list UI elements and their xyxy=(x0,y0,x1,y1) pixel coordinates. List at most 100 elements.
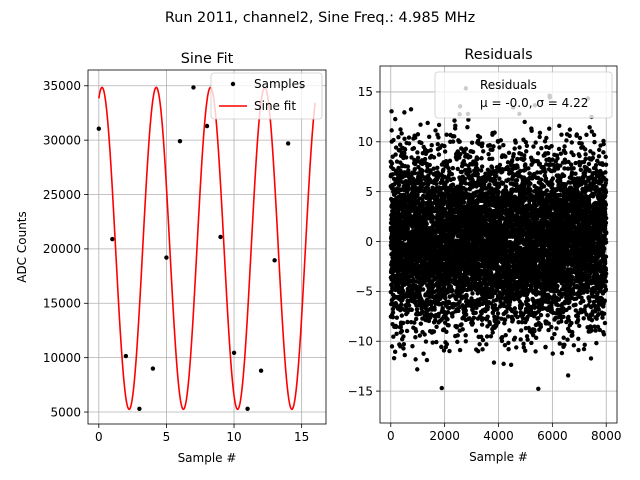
residual-point xyxy=(479,156,484,161)
residual-point xyxy=(490,330,495,335)
residual-point xyxy=(420,287,426,292)
residual-point xyxy=(462,176,468,181)
residual-point xyxy=(394,331,399,337)
residual-point xyxy=(393,152,398,157)
residual-point xyxy=(503,332,508,338)
residual-point xyxy=(496,320,501,325)
residual-point xyxy=(502,317,508,323)
sample-point xyxy=(177,139,183,144)
residual-point xyxy=(451,176,456,182)
residual-point xyxy=(512,146,517,151)
residual-point xyxy=(450,139,456,144)
residual-point xyxy=(443,296,448,301)
residual-point xyxy=(406,186,412,192)
residual-point xyxy=(446,323,451,328)
legend-label-samples: Samples xyxy=(254,77,305,91)
residual-point xyxy=(425,120,430,126)
residual-point xyxy=(463,187,469,192)
residual-point xyxy=(393,324,399,330)
residual-point xyxy=(389,128,394,133)
residual-point xyxy=(404,306,409,311)
residual-point xyxy=(406,303,412,308)
x-tick-label: 5 xyxy=(163,430,171,444)
residual-point xyxy=(419,140,424,146)
residual-point xyxy=(487,182,492,187)
residual-point xyxy=(405,226,410,231)
residual-point xyxy=(513,310,519,315)
sample-point xyxy=(123,353,129,359)
residual-point xyxy=(504,309,509,314)
residual-point xyxy=(456,308,461,314)
residual-point xyxy=(401,334,406,339)
residual-point xyxy=(519,302,525,307)
residual-point xyxy=(412,170,417,176)
residual-point xyxy=(514,178,520,183)
residual-point xyxy=(511,152,516,157)
residual-point xyxy=(455,339,460,345)
residual-point xyxy=(427,162,432,168)
residual-point xyxy=(405,286,410,292)
residual-point xyxy=(424,221,429,227)
residual-point xyxy=(455,333,460,338)
residual-point xyxy=(480,347,485,352)
residual-point xyxy=(495,315,500,320)
residual-point xyxy=(463,339,469,344)
residual-point xyxy=(485,314,490,319)
residual-point xyxy=(474,162,479,168)
residual-point xyxy=(512,335,518,340)
residual-point xyxy=(439,344,444,350)
residual-point xyxy=(406,141,412,146)
residual-point xyxy=(460,327,465,332)
residual-point xyxy=(442,143,447,149)
residual-point xyxy=(390,306,396,312)
residual-point xyxy=(406,170,411,176)
y-tick-label: 15000 xyxy=(43,297,81,311)
residual-point xyxy=(509,158,515,163)
residual-point xyxy=(422,156,428,162)
residual-point xyxy=(470,291,475,296)
residual-point xyxy=(517,145,522,150)
residuals-axes: 0 2000 4000 6000 8000−15−10−5051015Residuals… xyxy=(348,47,622,464)
sample-point xyxy=(245,406,250,411)
residual-point xyxy=(405,164,411,169)
residual-point xyxy=(402,352,407,358)
residual-point xyxy=(470,149,476,155)
residual-point xyxy=(450,165,456,171)
residual-point xyxy=(432,307,437,312)
residual-point xyxy=(445,317,450,322)
residual-point xyxy=(444,341,450,347)
sample-point xyxy=(164,255,169,260)
residual-point xyxy=(434,324,439,329)
axes-title: Sine Fit xyxy=(181,51,234,67)
residual-point xyxy=(391,137,396,143)
residual-point xyxy=(425,312,431,317)
residual-point xyxy=(389,344,395,349)
residual-point xyxy=(429,143,434,148)
sine-fit-axes: 0 5 10 155000100001500020000250003000035000… xyxy=(15,51,327,465)
residual-point xyxy=(401,342,407,347)
residual-point xyxy=(444,132,449,137)
sample-point xyxy=(137,406,142,411)
residual-point xyxy=(515,165,520,170)
residual-point xyxy=(479,164,485,169)
residual-point xyxy=(467,154,473,159)
residual-point xyxy=(444,329,449,335)
residual-point xyxy=(406,135,412,140)
sample-point xyxy=(218,234,223,240)
residual-point xyxy=(415,132,421,137)
residual-point xyxy=(478,168,484,173)
residual-point xyxy=(431,155,437,160)
residual-point xyxy=(447,158,453,164)
residual-point xyxy=(411,146,417,151)
residual-point xyxy=(473,310,478,316)
residual-point xyxy=(508,362,514,368)
residual-point xyxy=(418,122,423,127)
residual-point xyxy=(477,341,482,347)
residual-point xyxy=(484,334,490,339)
x-tick-label: 10 xyxy=(226,430,241,444)
y-tick-label: 10000 xyxy=(43,351,81,365)
residual-point xyxy=(405,310,410,315)
residual-point xyxy=(453,123,458,128)
residual-point xyxy=(389,161,395,166)
